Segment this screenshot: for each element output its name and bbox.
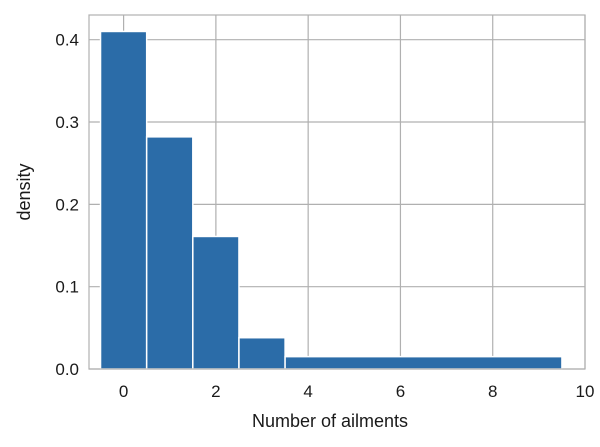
y-tick-label: 0.4 bbox=[55, 31, 79, 50]
plot-frame bbox=[88, 14, 586, 370]
y-tick-label: 0.2 bbox=[55, 195, 79, 214]
y-tick-label: 0.3 bbox=[55, 113, 79, 132]
histogram-bar bbox=[145, 136, 194, 370]
y-axis-label: density bbox=[14, 163, 34, 220]
x-tick-label: 4 bbox=[303, 382, 312, 401]
y-tick-label: 0.1 bbox=[55, 278, 79, 297]
y-tick-label: 0.0 bbox=[55, 360, 79, 379]
x-tick-label: 6 bbox=[396, 382, 405, 401]
histogram-bar bbox=[238, 336, 286, 370]
x-axis-ticks: 0 2 4 6 8 10 bbox=[119, 382, 595, 401]
x-axis-label: Number of ailments bbox=[252, 411, 408, 431]
x-tick-label: 8 bbox=[488, 382, 497, 401]
histogram-bar bbox=[284, 355, 563, 370]
histogram-bar bbox=[192, 235, 240, 370]
y-axis-ticks: 0.0 0.1 0.2 0.3 0.4 bbox=[55, 31, 79, 379]
x-tick-label: 2 bbox=[211, 382, 220, 401]
x-tick-label: 0 bbox=[119, 382, 128, 401]
bars bbox=[99, 30, 563, 370]
x-tick-label: 10 bbox=[576, 382, 595, 401]
histogram-bar bbox=[99, 30, 148, 370]
